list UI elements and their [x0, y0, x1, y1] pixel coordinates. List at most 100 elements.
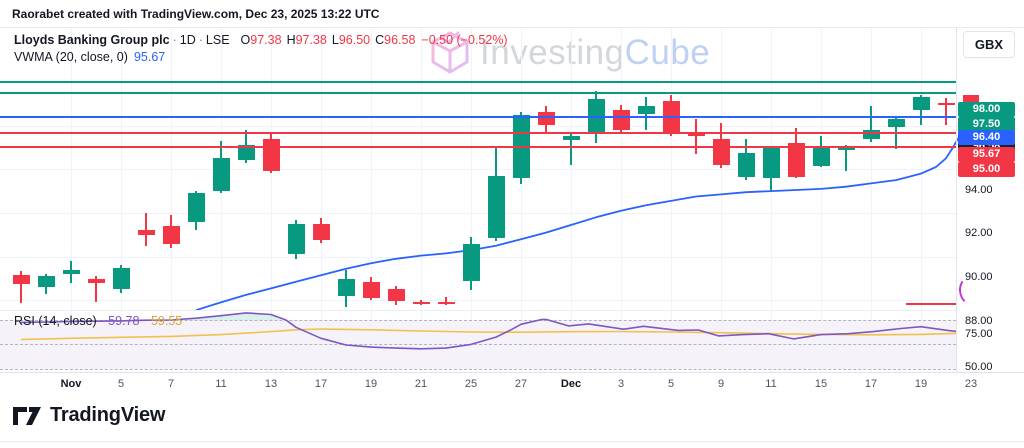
symbol-legend[interactable]: Lloyds Banking Group plc · 1D · LSE O97.38 H97… — [14, 32, 508, 65]
candle-down[interactable] — [162, 226, 180, 244]
price-level-line[interactable] — [0, 91, 956, 94]
rsi-level-line — [0, 344, 956, 346]
vertical-gridline — [471, 28, 472, 310]
exchange-label: LSE — [205, 33, 230, 47]
time-axis-tick-label: Nov — [60, 378, 82, 390]
tradingview-footer[interactable]: TradingView — [12, 404, 165, 427]
rsi-pane[interactable] — [0, 310, 956, 373]
price-axis-tick-label: 50.00 — [965, 361, 993, 373]
candle-up[interactable] — [237, 145, 255, 161]
time-axis-tick-label: 23 — [964, 378, 978, 390]
rsi-legend[interactable]: RSI (14, close) 59.78 59.55 — [14, 314, 182, 328]
candle-wick — [845, 145, 847, 172]
candle-down[interactable] — [712, 138, 730, 165]
time-axis-tick-label: 15 — [814, 378, 828, 390]
candle-down[interactable] — [687, 132, 705, 137]
candle-wick — [145, 212, 147, 246]
candle-up[interactable] — [762, 147, 780, 178]
candle-down[interactable] — [362, 281, 380, 299]
rsi-lines — [20, 312, 956, 350]
candle-down[interactable] — [262, 138, 280, 172]
vertical-gridline — [821, 311, 822, 373]
vertical-gridline — [171, 311, 172, 373]
vertical-gridline — [871, 311, 872, 373]
candle-up[interactable] — [37, 276, 55, 288]
time-axis-tick-label: 25 — [464, 378, 478, 390]
candle-down[interactable] — [137, 230, 155, 235]
vertical-gridline — [771, 311, 772, 373]
candle-up[interactable] — [837, 147, 855, 150]
price-axis-tick-label: 88.00 — [965, 315, 993, 327]
price-axis-label-box: 97.50 — [958, 116, 1015, 132]
candle-up[interactable] — [462, 243, 480, 281]
ohlc-key: O — [240, 33, 251, 47]
price-axis-tick-label: 90.00 — [965, 271, 993, 283]
candle-up[interactable] — [562, 136, 580, 140]
candle-down[interactable] — [937, 102, 955, 105]
candle-up[interactable] — [887, 118, 905, 127]
symbol-name[interactable]: Lloyds Banking Group plc — [14, 33, 170, 47]
candle-up[interactable] — [487, 175, 505, 239]
candle-up[interactable] — [337, 278, 355, 296]
ohlc-value: 96.58 — [384, 33, 416, 47]
candle-up[interactable] — [212, 158, 230, 192]
time-axis-tick-label: 11 — [765, 378, 777, 390]
chart-area: InvestingCube Lloyds Banking Group plc · 1… — [0, 28, 1024, 394]
price-level-line[interactable] — [906, 302, 956, 305]
vertical-gridline — [421, 28, 422, 310]
vertical-gridline — [871, 28, 872, 310]
candle-up[interactable] — [287, 223, 305, 255]
candle-up[interactable] — [637, 105, 655, 115]
time-axis-border-extension — [978, 372, 1024, 373]
rsi-level-line — [0, 368, 956, 370]
candle-down[interactable] — [12, 275, 30, 284]
main-price-pane[interactable]: InvestingCube — [0, 28, 979, 310]
candle-up[interactable] — [112, 267, 130, 290]
vertical-gridline — [621, 28, 622, 310]
time-axis[interactable]: Nov 5 7 11 13 17 19 21 25 27 Dec 3 5 9 11 15 17 19 23 — [0, 372, 978, 395]
candle-up[interactable] — [812, 146, 830, 166]
price-level-line[interactable] — [0, 115, 956, 118]
candle-down[interactable] — [87, 278, 105, 283]
vertical-gridline — [321, 311, 322, 373]
footer-divider — [0, 441, 1024, 442]
vertical-gridline — [471, 311, 472, 373]
time-axis-tick-label: 19 — [364, 378, 378, 390]
interval-label[interactable]: 1D — [179, 33, 196, 47]
horizontal-gridline — [0, 212, 956, 214]
candle-down[interactable] — [412, 301, 430, 305]
vwma-value: 95.67 — [133, 50, 166, 64]
time-axis-tick-label: 5 — [117, 378, 125, 390]
vertical-gridline — [421, 311, 422, 373]
candle-down[interactable] — [787, 143, 805, 177]
candle-wick — [20, 270, 22, 303]
candle-up[interactable] — [187, 193, 205, 222]
rsi-value: 59.55 — [150, 314, 183, 328]
candle-down[interactable] — [612, 110, 630, 130]
time-axis-tick-label: 7 — [167, 378, 175, 390]
candle-up[interactable] — [512, 114, 530, 178]
candle-up[interactable] — [862, 129, 880, 139]
vertical-gridline — [371, 311, 372, 373]
candle-up[interactable] — [737, 152, 755, 177]
candle-up[interactable] — [62, 269, 80, 275]
candle-down[interactable] — [312, 223, 330, 241]
vertical-gridline — [721, 28, 722, 310]
price-level-line[interactable] — [0, 131, 956, 134]
candle-down[interactable] — [387, 289, 405, 302]
candle-down[interactable] — [437, 301, 455, 304]
candle-up[interactable] — [912, 97, 930, 111]
price-level-line[interactable] — [0, 80, 956, 83]
vertical-gridline — [571, 311, 572, 373]
price-axis-border — [956, 28, 957, 372]
time-axis-tick-label: 9 — [717, 378, 725, 390]
tradingview-wordmark: TradingView — [50, 404, 166, 426]
price-level-line[interactable] — [0, 146, 956, 149]
vwma-legend-row[interactable]: VWMA (20, close, 0) 95.67 — [14, 49, 508, 65]
candle-wick — [870, 105, 872, 142]
tradingview-logo-icon — [13, 406, 41, 425]
candle-down[interactable] — [537, 112, 555, 126]
vertical-gridline — [271, 311, 272, 373]
vertical-gridline — [171, 28, 172, 310]
currency-toggle-button[interactable]: GBX — [963, 31, 1015, 58]
